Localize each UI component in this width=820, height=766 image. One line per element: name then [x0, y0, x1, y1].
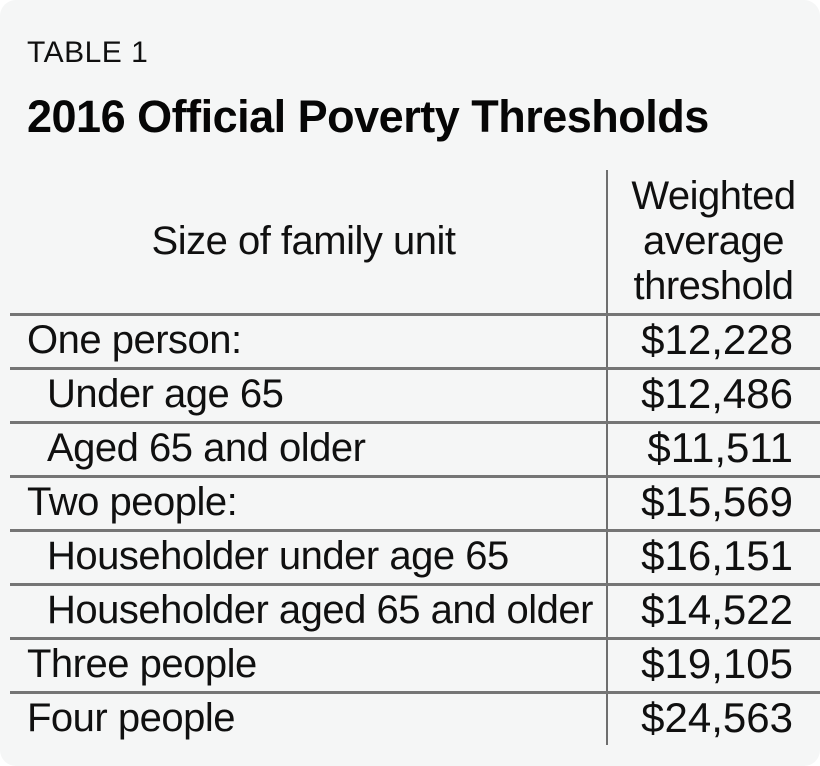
row-value: $24,563 [641, 694, 793, 741]
column-header-threshold-text: Weighted average threshold [631, 174, 796, 308]
row-label: Householder aged 65 and older [47, 587, 593, 632]
poverty-thresholds-table: Size of family unit Weighted average thr… [0, 170, 820, 745]
table-row: Householder aged 65 and older $14,522 [0, 583, 820, 637]
row-label: Aged 65 and older [47, 425, 366, 470]
table-row: Two people: $15,569 [0, 475, 820, 529]
column-divider-line [606, 170, 608, 745]
row-label: Four people [27, 695, 235, 740]
table-body: One person: $12,228 Under age 65 $12,486… [0, 313, 820, 745]
column-header-threshold: Weighted average threshold [607, 170, 820, 313]
table-row: Householder under age 65 $16,151 [0, 529, 820, 583]
row-value: $11,511 [647, 424, 793, 471]
row-label: Under age 65 [47, 371, 284, 416]
row-value: $14,522 [641, 586, 793, 633]
table-row: Under age 65 $12,486 [0, 367, 820, 421]
row-value: $12,486 [641, 370, 793, 417]
table-row: One person: $12,228 [0, 313, 820, 367]
table-row: Four people $24,563 [0, 691, 820, 745]
row-value: $12,228 [641, 316, 793, 363]
row-value: $19,105 [641, 640, 793, 687]
row-label: Householder under age 65 [47, 533, 509, 578]
row-label: One person: [27, 317, 242, 362]
table-row: Aged 65 and older $11,511 [0, 421, 820, 475]
table-row: Three people $19,105 [0, 637, 820, 691]
column-header-family-size: Size of family unit [151, 219, 456, 263]
table-header-row: Size of family unit Weighted average thr… [0, 170, 820, 313]
row-value: $16,151 [641, 532, 793, 579]
row-label: Three people [27, 641, 257, 686]
table-number-label: TABLE 1 [27, 36, 149, 69]
figure-title: 2016 Official Poverty Thresholds [27, 91, 709, 142]
row-value: $15,569 [641, 478, 793, 525]
row-label: Two people: [27, 479, 238, 524]
